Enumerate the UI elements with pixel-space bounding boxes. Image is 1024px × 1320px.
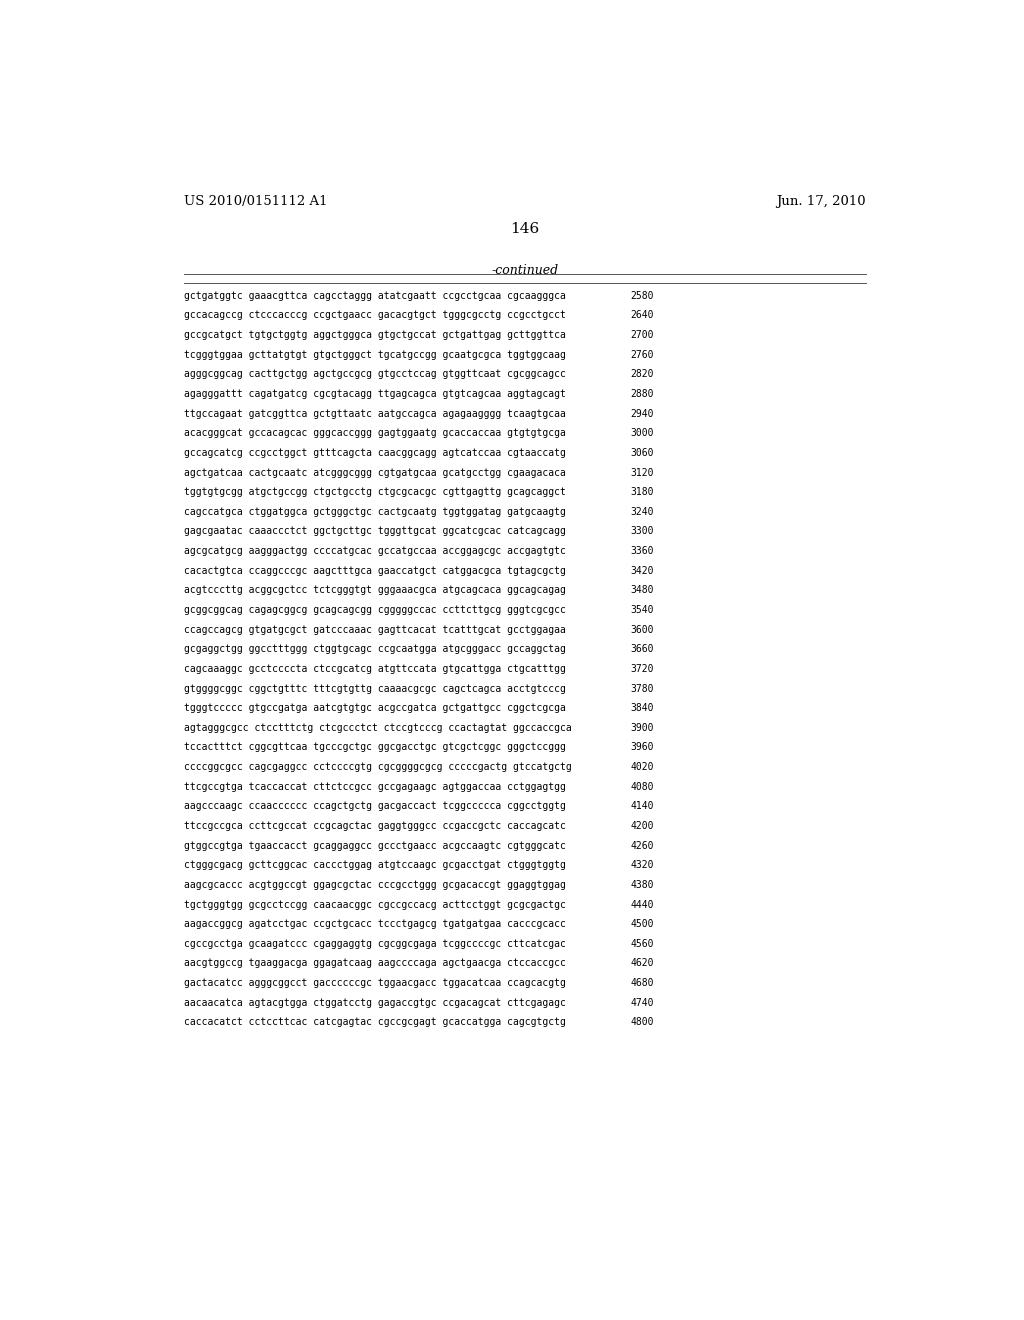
Text: US 2010/0151112 A1: US 2010/0151112 A1 xyxy=(183,195,328,209)
Text: 4440: 4440 xyxy=(630,899,653,909)
Text: 2760: 2760 xyxy=(630,350,653,360)
Text: caccacatct cctccttcac catcgagtac cgccgcgagt gcaccatgga cagcgtgctg: caccacatct cctccttcac catcgagtac cgccgcg… xyxy=(183,1018,565,1027)
Text: 3060: 3060 xyxy=(630,447,653,458)
Text: cgccgcctga gcaagatccc cgaggaggtg cgcggcgaga tcggccccgc cttcatcgac: cgccgcctga gcaagatccc cgaggaggtg cgcggcg… xyxy=(183,939,565,949)
Text: ccccggcgcc cagcgaggcc cctccccgtg cgcggggcgcg cccccgactg gtccatgctg: ccccggcgcc cagcgaggcc cctccccgtg cgcgggg… xyxy=(183,762,571,772)
Text: 2820: 2820 xyxy=(630,370,653,379)
Text: tcgggtggaa gcttatgtgt gtgctgggct tgcatgccgg gcaatgcgca tggtggcaag: tcgggtggaa gcttatgtgt gtgctgggct tgcatgc… xyxy=(183,350,565,360)
Text: ttgccagaat gatcggttca gctgttaatc aatgccagca agagaagggg tcaagtgcaa: ttgccagaat gatcggttca gctgttaatc aatgcca… xyxy=(183,409,565,418)
Text: aagcccaagc ccaacccccc ccagctgctg gacgaccact tcggccccca cggcctggtg: aagcccaagc ccaacccccc ccagctgctg gacgacc… xyxy=(183,801,565,812)
Text: agtagggcgcc ctcctttctg ctcgccctct ctccgtcccg ccactagtat ggccaccgca: agtagggcgcc ctcctttctg ctcgccctct ctccgt… xyxy=(183,723,571,733)
Text: 4800: 4800 xyxy=(630,1018,653,1027)
Text: 4740: 4740 xyxy=(630,998,653,1007)
Text: gtggggcggc cggctgtttc tttcgtgttg caaaacgcgc cagctcagca acctgtcccg: gtggggcggc cggctgtttc tttcgtgttg caaaacg… xyxy=(183,684,565,693)
Text: 2880: 2880 xyxy=(630,389,653,399)
Text: gctgatggtc gaaacgttca cagcctaggg atatcgaatt ccgcctgcaa cgcaagggca: gctgatggtc gaaacgttca cagcctaggg atatcga… xyxy=(183,290,565,301)
Text: 3120: 3120 xyxy=(630,467,653,478)
Text: ccagccagcg gtgatgcgct gatcccaaac gagttcacat tcatttgcat gcctggagaa: ccagccagcg gtgatgcgct gatcccaaac gagttca… xyxy=(183,624,565,635)
Text: 4260: 4260 xyxy=(630,841,653,850)
Text: 3960: 3960 xyxy=(630,742,653,752)
Text: 3000: 3000 xyxy=(630,428,653,438)
Text: 2700: 2700 xyxy=(630,330,653,341)
Text: 3420: 3420 xyxy=(630,566,653,576)
Text: -continued: -continued xyxy=(492,264,558,277)
Text: acgtcccttg acggcgctcc tctcgggtgt gggaaacgca atgcagcaca ggcagcagag: acgtcccttg acggcgctcc tctcgggtgt gggaaac… xyxy=(183,585,565,595)
Text: gactacatcc agggcggcct gaccccccgc tggaacgacc tggacatcaa ccagcacgtg: gactacatcc agggcggcct gaccccccgc tggaacg… xyxy=(183,978,565,989)
Text: 4020: 4020 xyxy=(630,762,653,772)
Text: 2940: 2940 xyxy=(630,409,653,418)
Text: gccacagccg ctcccacccg ccgctgaacc gacacgtgct tgggcgcctg ccgcctgcct: gccacagccg ctcccacccg ccgctgaacc gacacgt… xyxy=(183,310,565,321)
Text: 4560: 4560 xyxy=(630,939,653,949)
Text: 4200: 4200 xyxy=(630,821,653,832)
Text: ttccgccgca ccttcgccat ccgcagctac gaggtgggcc ccgaccgctc caccagcatc: ttccgccgca ccttcgccat ccgcagctac gaggtgg… xyxy=(183,821,565,832)
Text: aacaacatca agtacgtgga ctggatcctg gagaccgtgc ccgacagcat cttcgagagc: aacaacatca agtacgtgga ctggatcctg gagaccg… xyxy=(183,998,565,1007)
Text: 4500: 4500 xyxy=(630,919,653,929)
Text: 3360: 3360 xyxy=(630,546,653,556)
Text: cagcaaaggc gcctccccta ctccgcatcg atgttccata gtgcattgga ctgcatttgg: cagcaaaggc gcctccccta ctccgcatcg atgttcc… xyxy=(183,664,565,675)
Text: cacactgtca ccaggcccgc aagctttgca gaaccatgct catggacgca tgtagcgctg: cacactgtca ccaggcccgc aagctttgca gaaccat… xyxy=(183,566,565,576)
Text: acacgggcat gccacagcac gggcaccggg gagtggaatg gcaccaccaa gtgtgtgcga: acacgggcat gccacagcac gggcaccggg gagtgga… xyxy=(183,428,565,438)
Text: 4680: 4680 xyxy=(630,978,653,989)
Text: 4380: 4380 xyxy=(630,880,653,890)
Text: tgctgggtgg gcgcctccgg caacaacggc cgccgccacg acttcctggt gcgcgactgc: tgctgggtgg gcgcctccgg caacaacggc cgccgcc… xyxy=(183,899,565,909)
Text: 3840: 3840 xyxy=(630,704,653,713)
Text: gagcgaatac caaaccctct ggctgcttgc tgggttgcat ggcatcgcac catcagcagg: gagcgaatac caaaccctct ggctgcttgc tgggttg… xyxy=(183,527,565,536)
Text: tggtgtgcgg atgctgccgg ctgctgcctg ctgcgcacgc cgttgagttg gcagcaggct: tggtgtgcgg atgctgccgg ctgctgcctg ctgcgca… xyxy=(183,487,565,498)
Text: gtggccgtga tgaaccacct gcaggaggcc gccctgaacc acgccaagtc cgtgggcatc: gtggccgtga tgaaccacct gcaggaggcc gccctga… xyxy=(183,841,565,850)
Text: Jun. 17, 2010: Jun. 17, 2010 xyxy=(776,195,866,209)
Text: gccagcatcg ccgcctggct gtttcagcta caacggcagg agtcatccaa cgtaaccatg: gccagcatcg ccgcctggct gtttcagcta caacggc… xyxy=(183,447,565,458)
Text: tgggtccccc gtgccgatga aatcgtgtgc acgccgatca gctgattgcc cggctcgcga: tgggtccccc gtgccgatga aatcgtgtgc acgccga… xyxy=(183,704,565,713)
Text: 3480: 3480 xyxy=(630,585,653,595)
Text: 3900: 3900 xyxy=(630,723,653,733)
Text: 3780: 3780 xyxy=(630,684,653,693)
Text: 4620: 4620 xyxy=(630,958,653,969)
Text: gcgaggctgg ggcctttggg ctggtgcagc ccgcaatgga atgcgggacc gccaggctag: gcgaggctgg ggcctttggg ctggtgcagc ccgcaat… xyxy=(183,644,565,655)
Text: 4080: 4080 xyxy=(630,781,653,792)
Text: 146: 146 xyxy=(510,222,540,236)
Text: 3600: 3600 xyxy=(630,624,653,635)
Text: agagggattt cagatgatcg cgcgtacagg ttgagcagca gtgtcagcaa aggtagcagt: agagggattt cagatgatcg cgcgtacagg ttgagca… xyxy=(183,389,565,399)
Text: 2580: 2580 xyxy=(630,290,653,301)
Text: aagcgcaccc acgtggccgt ggagcgctac cccgcctggg gcgacaccgt ggaggtggag: aagcgcaccc acgtggccgt ggagcgctac cccgcct… xyxy=(183,880,565,890)
Text: tccactttct cggcgttcaa tgcccgctgc ggcgacctgc gtcgctcggc gggctccggg: tccactttct cggcgttcaa tgcccgctgc ggcgacc… xyxy=(183,742,565,752)
Text: 2640: 2640 xyxy=(630,310,653,321)
Text: 3720: 3720 xyxy=(630,664,653,675)
Text: agcgcatgcg aagggactgg ccccatgcac gccatgccaa accggagcgc accgagtgtc: agcgcatgcg aagggactgg ccccatgcac gccatgc… xyxy=(183,546,565,556)
Text: ttcgccgtga tcaccaccat cttctccgcc gccgagaagc agtggaccaa cctggagtgg: ttcgccgtga tcaccaccat cttctccgcc gccgaga… xyxy=(183,781,565,792)
Text: 4320: 4320 xyxy=(630,861,653,870)
Text: aagaccggcg agatcctgac ccgctgcacc tccctgagcg tgatgatgaa cacccgcacc: aagaccggcg agatcctgac ccgctgcacc tccctga… xyxy=(183,919,565,929)
Text: 3240: 3240 xyxy=(630,507,653,517)
Text: 3540: 3540 xyxy=(630,605,653,615)
Text: agctgatcaa cactgcaatc atcgggcggg cgtgatgcaa gcatgcctgg cgaagacaca: agctgatcaa cactgcaatc atcgggcggg cgtgatg… xyxy=(183,467,565,478)
Text: agggcggcag cacttgctgg agctgccgcg gtgcctccag gtggttcaat cgcggcagcc: agggcggcag cacttgctgg agctgccgcg gtgcctc… xyxy=(183,370,565,379)
Text: aacgtggccg tgaaggacga ggagatcaag aagccccaga agctgaacga ctccaccgcc: aacgtggccg tgaaggacga ggagatcaag aagcccc… xyxy=(183,958,565,969)
Text: 3180: 3180 xyxy=(630,487,653,498)
Text: ctgggcgacg gcttcggcac caccctggag atgtccaagc gcgacctgat ctgggtggtg: ctgggcgacg gcttcggcac caccctggag atgtcca… xyxy=(183,861,565,870)
Text: 4140: 4140 xyxy=(630,801,653,812)
Text: cagccatgca ctggatggca gctgggctgc cactgcaatg tggtggatag gatgcaagtg: cagccatgca ctggatggca gctgggctgc cactgca… xyxy=(183,507,565,517)
Text: 3300: 3300 xyxy=(630,527,653,536)
Text: gcggcggcag cagagcggcg gcagcagcgg cgggggccac ccttcttgcg gggtcgcgcc: gcggcggcag cagagcggcg gcagcagcgg cgggggc… xyxy=(183,605,565,615)
Text: gccgcatgct tgtgctggtg aggctgggca gtgctgccat gctgattgag gcttggttca: gccgcatgct tgtgctggtg aggctgggca gtgctgc… xyxy=(183,330,565,341)
Text: 3660: 3660 xyxy=(630,644,653,655)
